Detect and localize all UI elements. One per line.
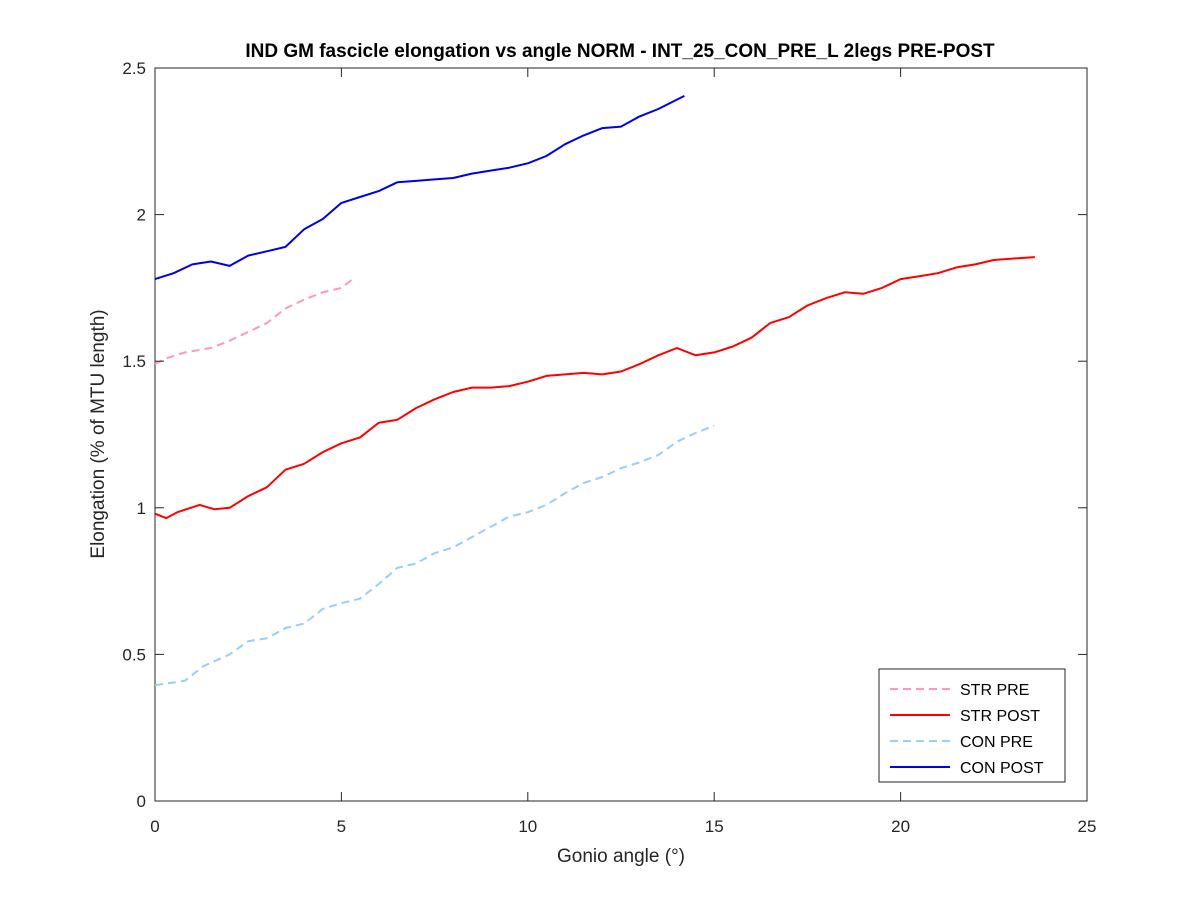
chart-title: IND GM fascicle elongation vs angle NORM… [245,41,995,62]
y-tick-label: 2 [137,206,146,225]
tick-layer: 0 5 10 15 20 25 0 0.5 1 1.5 2 2.5 [122,59,1096,836]
x-tick-label: 20 [891,817,910,836]
x-axis-label: Gonio angle (°) [557,846,685,867]
legend-label-str-pre: STR PRE [960,682,1029,699]
y-tick-label: 1.5 [122,352,146,371]
x-tick-label: 25 [1078,817,1097,836]
x-tick-label: 15 [705,817,724,836]
legend-label-str-post: STR POST [960,708,1040,725]
legend: STR PRE STR POST CON PRE CON POST [878,668,1066,783]
series-line-str-post [154,256,1035,520]
y-tick-label: 0.5 [122,645,146,664]
y-tick-label: 1 [137,499,146,518]
x-tick-label: 10 [518,817,537,836]
legend-label-con-post: CON POST [960,760,1044,777]
series-layer [154,95,1035,687]
x-tick-label: 0 [150,817,159,836]
legend-label-con-pre: CON PRE [960,734,1033,751]
series-line-str-pre [154,278,354,365]
y-tick-label: 0 [137,792,146,811]
y-tick-label: 2.5 [122,59,146,78]
x-tick-label: 5 [337,817,346,836]
series-line-con-post [154,95,685,281]
y-axis-label: Elongation (% of MTU length) [88,309,109,558]
series-line-con-pre [154,424,715,687]
legend-box [878,668,1066,783]
